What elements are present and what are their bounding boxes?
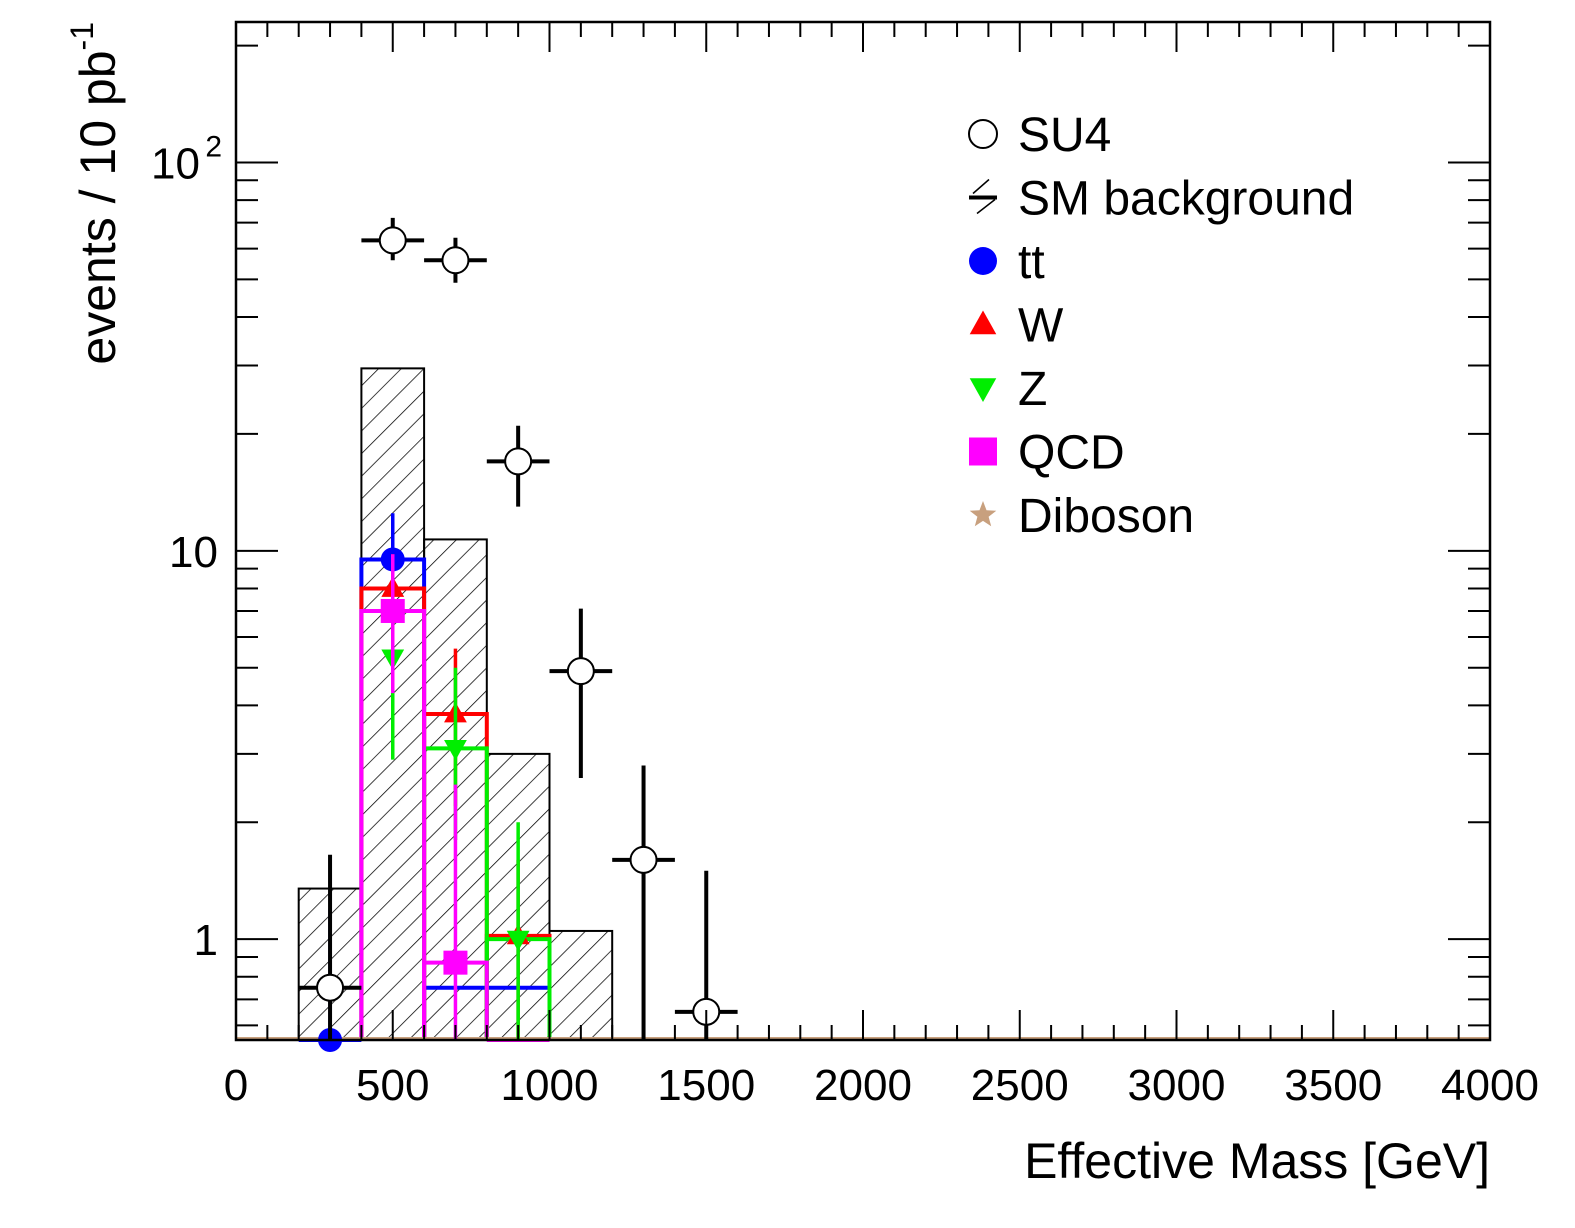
x-tick-label: 2000: [814, 1061, 912, 1110]
legend-label: QCD: [1018, 427, 1125, 480]
data-point: [441, 246, 470, 275]
y-axis-title: events / 10 pb-1: [64, 22, 126, 365]
data-point: [566, 657, 595, 686]
sm-background-bin: [548, 929, 614, 1042]
data-point: [378, 226, 407, 255]
legend-symbol: [969, 378, 997, 402]
plot-area: [236, 217, 1490, 1052]
data-point: [316, 973, 345, 1002]
series-qcd-points: [380, 554, 468, 1040]
legend-label: SU4: [1018, 109, 1111, 162]
y-tick-label: 10: [169, 528, 218, 577]
x-tick-label: 2500: [971, 1061, 1069, 1110]
x-tick-label: 1000: [501, 1061, 599, 1110]
legend-item-sm-background: SM background: [969, 173, 1354, 226]
legend-symbol-hatch: [972, 178, 990, 195]
y-axis-title-sup: -1: [64, 22, 100, 50]
y-axis-title-main: events / 10 pb: [70, 50, 126, 364]
legend-item-z: Z: [969, 363, 1047, 416]
legend-label: Z: [1018, 363, 1047, 416]
legend-item-tt: tt: [969, 236, 1045, 289]
legend-symbol: [969, 310, 997, 335]
legend-label: SM background: [1018, 173, 1354, 226]
x-tick-label: 500: [356, 1061, 429, 1110]
series-su4-points: [298, 217, 738, 1040]
legend-label: Diboson: [1018, 490, 1194, 543]
data-point: [504, 447, 533, 476]
legend-item-qcd: QCD: [969, 427, 1125, 480]
x-tick-label: 1500: [657, 1061, 755, 1110]
legend-item-su4: SU4: [968, 109, 1111, 162]
data-point: [443, 950, 468, 975]
legend-item-w: W: [969, 300, 1064, 353]
legend-label: W: [1018, 300, 1064, 353]
legend-symbol: [969, 501, 997, 527]
legend-symbol: [968, 119, 998, 149]
legend-label: tt: [1018, 236, 1045, 289]
data-point: [380, 598, 405, 623]
y-tick-label: 1: [194, 916, 218, 965]
legend-symbol: [969, 247, 997, 275]
legend-symbol-hatch: [976, 198, 996, 215]
x-axis-title: Effective Mass [GeV]: [1024, 1133, 1490, 1189]
legend-item-diboson: Diboson: [969, 490, 1194, 543]
y-tick-label-exponent: 2: [205, 130, 222, 163]
x-tick-label: 3500: [1284, 1061, 1382, 1110]
legend: SU4 SM background tt WZ QCD Diboson: [968, 109, 1354, 543]
legend-symbol: [969, 437, 997, 466]
data-point: [506, 930, 530, 952]
y-tick-label: 10: [151, 139, 200, 188]
x-tick-label: 3000: [1128, 1061, 1226, 1110]
x-tick-label: 4000: [1441, 1061, 1539, 1110]
data-point: [444, 739, 467, 761]
data-point: [629, 845, 658, 874]
x-tick-label: 0: [224, 1061, 248, 1110]
